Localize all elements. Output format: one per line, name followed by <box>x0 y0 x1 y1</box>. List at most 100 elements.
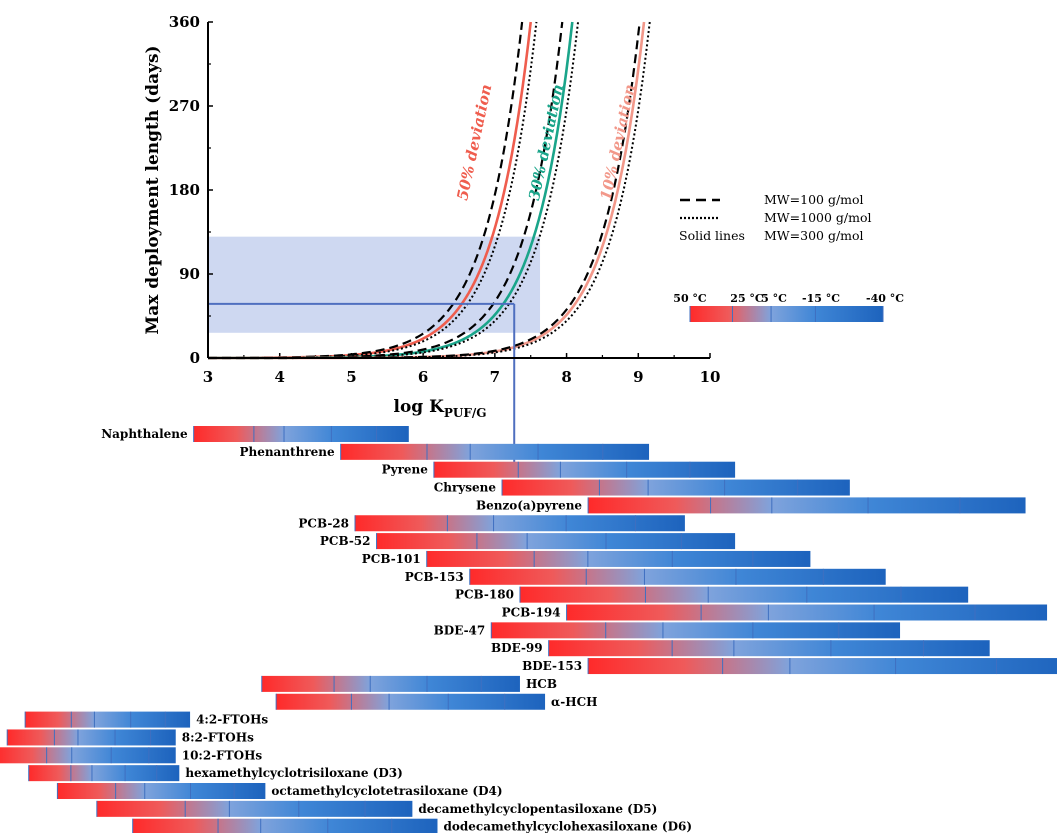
range-row-10: PCB-194 <box>502 604 1048 621</box>
range-bar <box>355 515 685 532</box>
y-tick-label: 360 <box>169 13 200 31</box>
y-tick-label: 180 <box>169 181 200 199</box>
range-bar <box>469 568 886 585</box>
y-tick-label: 0 <box>190 349 200 367</box>
x-tick-label: 9 <box>633 368 643 386</box>
range-label-3: Chrysene <box>434 481 497 495</box>
range-row-0: Naphthalene <box>101 426 409 442</box>
range-label-19: hexamethylcyclotrisiloxane (D3) <box>185 766 402 780</box>
range-row-13: BDE-153 <box>522 658 1057 675</box>
range-label-15: α-HCH <box>551 695 597 709</box>
range-label-7: PCB-101 <box>362 552 421 566</box>
legend: MW=100 g/mol MW=1000 g/mol Solid lines M… <box>679 192 872 243</box>
range-row-1: Phenanthrene <box>239 443 650 460</box>
x-tick-label: 10 <box>700 368 721 386</box>
deviation-labels: 50% deviation 30% deviation 10% deviation <box>453 83 639 202</box>
temp-label-4: -40 °C <box>866 292 904 305</box>
range-bar <box>340 443 650 460</box>
temp-label-0: 50 °C <box>673 292 707 305</box>
y-tick-label: 90 <box>179 265 200 283</box>
range-label-0: Naphthalene <box>101 427 188 441</box>
compound-ranges: Naphthalene Phenanthrene Pyrene Chrysene Ben… <box>0 426 1057 833</box>
temperature-scale: 50 °C 25 °C5 °C -15 °C -40 °C <box>673 292 904 322</box>
range-label-9: PCB-180 <box>455 588 514 602</box>
x-tick-label: 4 <box>274 368 284 386</box>
range-bar <box>276 693 546 710</box>
x-axis-label-subscript: PUF/G <box>444 406 487 420</box>
range-label-13: BDE-153 <box>522 659 582 673</box>
range-bar <box>502 479 850 496</box>
range-bar <box>491 622 901 639</box>
range-row-11: BDE-47 <box>434 622 901 639</box>
range-label-22: dodecamethylcyclohexasiloxane (D6) <box>443 820 692 833</box>
deviation-label-0: 50% deviation <box>453 83 495 202</box>
range-bar <box>376 533 736 550</box>
tick-labels: 3 4 5 6 7 8 9 10 0 90 180 270 360 <box>169 13 721 386</box>
range-label-21: decamethylcyclopentasiloxane (D5) <box>418 802 657 816</box>
range-bar <box>588 497 1026 514</box>
range-bar <box>57 783 266 799</box>
range-row-21: decamethylcyclopentasiloxane (D5) <box>96 800 657 817</box>
range-bar <box>25 711 191 728</box>
legend-label-mw1000: MW=1000 g/mol <box>764 210 872 225</box>
range-bar <box>588 658 1057 675</box>
y-tick-label: 270 <box>169 97 200 115</box>
range-label-17: 8:2-FTOHs <box>182 730 254 744</box>
range-label-20: octamethylcyclotetrasiloxane (D4) <box>271 784 502 798</box>
temp-label-2: 5 °C <box>761 292 787 305</box>
y-axis-label: Max deployment length (days) <box>143 45 163 334</box>
range-bar <box>548 640 990 657</box>
x-tick-label: 8 <box>561 368 571 386</box>
range-row-18: 10:2-FTOHs <box>0 747 263 764</box>
range-label-12: BDE-99 <box>491 641 543 655</box>
legend-label-mw300: MW=300 g/mol <box>764 228 864 243</box>
range-label-16: 4:2-FTOHs <box>196 713 268 727</box>
range-bar <box>261 675 520 692</box>
range-row-22: dodecamethylcyclohexasiloxane (D6) <box>132 818 692 833</box>
range-row-17: 8:2-FTOHs <box>6 729 254 746</box>
range-bar <box>96 800 413 817</box>
range-row-8: PCB-153 <box>405 568 886 585</box>
range-label-1: Phenanthrene <box>239 445 335 459</box>
range-label-11: BDE-47 <box>434 623 486 637</box>
range-bar <box>28 765 180 782</box>
range-bar <box>7 729 176 746</box>
axes <box>207 22 710 359</box>
range-row-19: hexamethylcyclotrisiloxane (D3) <box>28 765 403 782</box>
range-bar <box>132 818 438 833</box>
x-tick-label: 7 <box>490 368 500 386</box>
range-bar <box>433 461 736 478</box>
range-label-14: HCB <box>526 677 557 691</box>
range-row-20: octamethylcyclotetrasiloxane (D4) <box>56 783 503 799</box>
range-label-6: PCB-52 <box>320 534 371 548</box>
temp-label-1: 25 °C <box>730 292 764 305</box>
range-label-18: 10:2-FTOHs <box>182 748 263 762</box>
shaded-band <box>208 236 541 333</box>
range-label-10: PCB-194 <box>502 606 561 620</box>
range-bar <box>0 747 176 764</box>
x-axis-label-main: log K <box>393 397 445 417</box>
range-label-5: PCB-28 <box>298 516 349 530</box>
range-row-9: PCB-180 <box>455 586 969 603</box>
range-bar <box>193 426 409 442</box>
range-row-16: 4:2-FTOHs <box>24 711 268 728</box>
range-row-4: Benzo(a)pyrene <box>476 497 1026 514</box>
range-row-2: Pyrene <box>382 461 736 478</box>
range-row-12: BDE-99 <box>491 640 990 657</box>
deviation-label-1: 30% deviation <box>525 83 567 202</box>
x-tick-label: 5 <box>346 368 356 386</box>
range-row-15: α-HCH <box>275 693 598 710</box>
curve-dashed-50% <box>207 21 524 360</box>
range-bar <box>519 586 969 603</box>
range-row-14: HCB <box>261 675 557 692</box>
curve-dotted-30% <box>208 21 580 359</box>
legend-key-solid: Solid lines <box>679 228 745 243</box>
range-bar <box>566 604 1048 621</box>
temp-label-3: -15 °C <box>802 292 840 305</box>
range-bar <box>426 550 811 567</box>
range-label-2: Pyrene <box>382 463 429 477</box>
x-tick-label: 6 <box>418 368 428 386</box>
range-row-5: PCB-28 <box>298 515 685 532</box>
